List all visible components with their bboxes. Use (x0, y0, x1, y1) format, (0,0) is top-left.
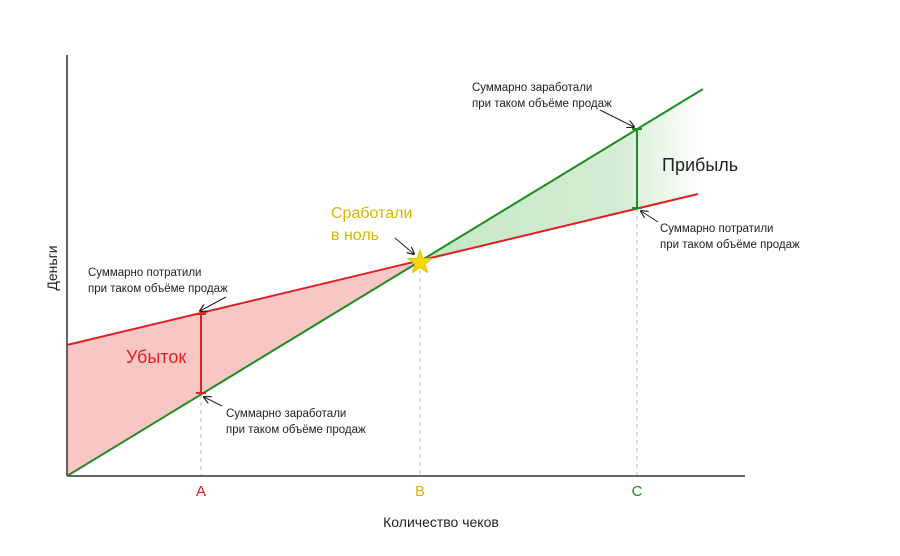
x-axis-label: Количество чеков (383, 514, 499, 530)
annotation: при таком объёме продаж (660, 239, 800, 251)
y-axis-label: Деньги (44, 245, 60, 290)
arrow (200, 296, 227, 311)
point-label: B (415, 483, 425, 500)
arrow (641, 211, 659, 223)
annotation: Суммарно заработали (226, 408, 346, 420)
profit-bar (632, 128, 642, 209)
loss-label: Убыток (126, 347, 186, 367)
annotation: при таком объёме продаж (472, 98, 612, 110)
annotation: при таком объёме продаж (226, 424, 366, 436)
point-label: A (196, 483, 206, 500)
annotation: Суммарно заработали (472, 82, 592, 94)
annotation: при таком объёме продаж (88, 283, 228, 295)
annotation: Суммарно потратили (88, 267, 201, 279)
revenue-line (66, 88, 704, 477)
break-even-star (406, 248, 434, 274)
annotation: Суммарно потратили (660, 223, 773, 235)
point-label: C (632, 483, 643, 500)
break-even-label: Сработали (331, 205, 412, 222)
break-even-label: в ноль (331, 227, 379, 244)
arrow (394, 237, 414, 254)
loss-bar (196, 313, 206, 394)
cost-line (66, 193, 699, 346)
arrow (204, 397, 223, 407)
profit-label: Прибыль (662, 155, 738, 175)
arrow (599, 109, 634, 127)
